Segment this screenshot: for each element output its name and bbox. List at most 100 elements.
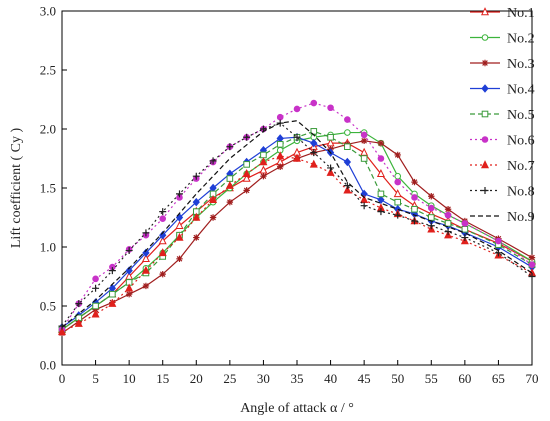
data-point-no-8	[125, 247, 133, 255]
data-point-no-8	[461, 234, 469, 242]
data-point-no-6	[495, 237, 502, 245]
legend-label-no-9: No.9	[507, 210, 535, 225]
legend-item-no-7: No.7	[470, 159, 535, 174]
data-point-no-4	[276, 134, 284, 143]
legend: No.1 No.2 No.3 No.4 No.5 No.6 No.7 No.8 No.9	[470, 6, 535, 225]
data-point-no-7	[259, 157, 268, 166]
data-point-no-6	[444, 211, 452, 219]
data-point-no-4	[192, 197, 200, 207]
x-tick-label: 60	[458, 371, 471, 386]
data-point-no-1	[376, 169, 385, 178]
data-point-no-5	[276, 141, 284, 148]
y-tick-label: 1.0	[40, 240, 56, 255]
legend-label-no-7: No.7	[507, 159, 535, 174]
data-point-no-8	[226, 143, 234, 151]
data-point-no-6	[528, 261, 536, 269]
data-point-no-3	[277, 163, 284, 170]
legend-item-no-1: No.1	[470, 6, 535, 21]
data-point-no-3	[528, 254, 536, 261]
legend-marker-no-1	[480, 7, 490, 16]
data-point-no-6	[276, 113, 284, 121]
data-point-no-8	[92, 284, 100, 292]
data-point-no-7	[192, 212, 201, 221]
series-no-9	[61, 120, 533, 328]
legend-item-no-3: No.3	[470, 57, 535, 72]
data-point-no-5	[427, 214, 435, 221]
data-point-no-5	[377, 190, 385, 198]
data-point-no-5	[226, 175, 234, 182]
data-point-no-3	[226, 198, 234, 206]
data-point-no-7	[57, 327, 67, 336]
data-point-no-7	[276, 151, 285, 160]
data-point-no-6	[427, 204, 435, 212]
x-tick-label: 0	[59, 371, 66, 386]
legend-label-no-6: No.6	[507, 134, 535, 149]
data-point-no-3	[444, 206, 452, 213]
data-point-no-3	[394, 151, 401, 159]
data-point-no-7	[125, 283, 134, 292]
x-tick-label: 45	[358, 371, 371, 386]
data-point-no-8	[243, 133, 251, 141]
data-point-no-6	[293, 105, 301, 113]
data-point-no-4	[159, 230, 167, 240]
data-point-no-7	[175, 232, 184, 241]
data-point-no-3	[125, 291, 133, 298]
data-point-no-1	[175, 220, 184, 229]
data-point-no-2	[344, 129, 351, 136]
data-point-no-1	[393, 189, 402, 198]
legend-label-no-2: No.2	[507, 32, 535, 47]
data-point-no-8	[528, 273, 536, 280]
data-point-no-8	[142, 229, 150, 237]
data-point-no-7	[225, 180, 234, 189]
data-point-no-7	[141, 265, 150, 274]
data-point-no-3	[159, 270, 166, 278]
legend-item-no-5: No.5	[470, 108, 535, 123]
series-line-no-1	[61, 142, 533, 331]
legend-item-no-2: No.2	[470, 32, 535, 47]
x-tick-label: 25	[223, 371, 236, 386]
data-point-no-8	[427, 222, 435, 230]
data-point-no-7	[209, 194, 218, 203]
data-point-no-6	[360, 131, 368, 139]
data-point-no-5	[461, 226, 469, 233]
data-point-no-3	[360, 137, 368, 144]
series-line-no-9	[61, 120, 533, 328]
y-tick-label: 0.0	[40, 358, 56, 373]
data-point-no-8	[209, 157, 217, 165]
data-point-no-7	[309, 159, 318, 168]
data-point-no-5	[92, 302, 99, 310]
legend-marker-no-8	[481, 187, 489, 194]
data-point-no-3	[428, 193, 435, 200]
legend-marker-no-6	[481, 136, 489, 143]
data-point-no-7	[343, 185, 352, 194]
data-point-no-5	[260, 151, 267, 159]
data-point-no-3	[142, 282, 150, 290]
data-point-no-8	[411, 217, 418, 225]
data-point-no-6	[394, 178, 402, 186]
data-point-no-8	[159, 208, 167, 216]
data-point-no-8	[176, 190, 183, 198]
legend-label-no-4: No.4	[507, 83, 535, 98]
data-point-no-6	[377, 155, 385, 162]
data-point-no-7	[91, 309, 100, 318]
data-point-no-5	[344, 143, 351, 150]
series-no-8	[58, 119, 536, 330]
data-point-no-5	[444, 220, 452, 227]
y-axis-label: Lift coefficient ( Cy )	[9, 128, 24, 249]
data-point-no-6	[159, 215, 167, 222]
data-point-no-8	[343, 182, 351, 190]
data-point-no-8	[293, 133, 301, 141]
y-tick-label: 0.5	[40, 299, 56, 314]
data-point-no-1	[141, 253, 150, 262]
data-point-no-4	[142, 248, 150, 258]
data-point-no-3	[243, 187, 250, 194]
data-point-no-8	[360, 202, 368, 210]
y-tick-label: 2.0	[40, 122, 56, 137]
y-tick-label: 1.5	[40, 181, 56, 196]
data-point-no-6	[92, 275, 99, 283]
x-tick-label: 35	[291, 371, 304, 386]
legend-label-no-5: No.5	[507, 108, 535, 123]
data-point-no-7	[108, 298, 117, 307]
data-point-no-7	[74, 318, 83, 327]
